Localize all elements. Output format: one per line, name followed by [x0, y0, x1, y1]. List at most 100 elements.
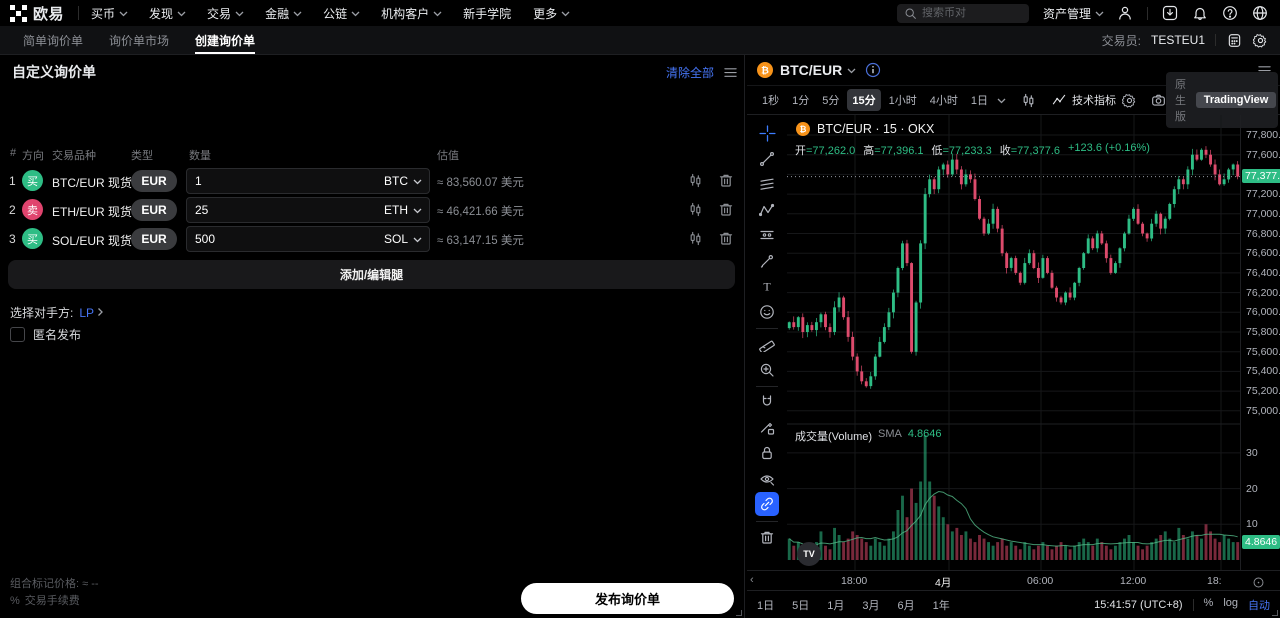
- nav-item-交易[interactable]: 交易: [207, 5, 244, 22]
- magnet-icon[interactable]: [755, 390, 779, 414]
- delete-leg-icon[interactable]: [718, 230, 734, 246]
- brush-icon[interactable]: [755, 249, 779, 273]
- resize-handle[interactable]: [1272, 610, 1278, 616]
- pair-selector[interactable]: BTC/EUR 现货›: [52, 174, 141, 191]
- nav-item-公链[interactable]: 公链: [323, 5, 360, 22]
- trend-line-icon[interactable]: [755, 147, 779, 171]
- add-edit-legs-button[interactable]: 添加/编辑腿: [8, 260, 735, 289]
- open-chart-icon[interactable]: [687, 201, 703, 217]
- bell-icon[interactable]: [1192, 5, 1208, 21]
- unit-selector[interactable]: SOL: [384, 232, 422, 246]
- layout-menu-icon[interactable]: [722, 64, 738, 80]
- type-pill[interactable]: EUR: [131, 199, 177, 221]
- indicator-settings-icon[interactable]: [1122, 91, 1137, 109]
- timeframe-1小时[interactable]: 1小时: [888, 95, 917, 107]
- search-box[interactable]: [896, 3, 1029, 23]
- globe-icon[interactable]: [1252, 5, 1268, 21]
- range-3月[interactable]: 3月: [862, 599, 880, 612]
- nav-item-更多[interactable]: 更多: [533, 5, 570, 22]
- assets-menu[interactable]: 资产管理: [1043, 5, 1104, 22]
- scale-%[interactable]: %: [1203, 596, 1214, 609]
- link-icon[interactable]: [755, 492, 779, 516]
- timeframe-1日[interactable]: 1日: [970, 95, 988, 107]
- counterparty-label: 选择对手方:: [10, 306, 74, 320]
- nav-item-新手学院[interactable]: 新手学院: [463, 5, 511, 22]
- range-1日[interactable]: 1日: [757, 599, 775, 612]
- help-icon[interactable]: [1222, 5, 1238, 21]
- open-chart-icon[interactable]: [687, 230, 703, 246]
- emoji-icon[interactable]: [755, 300, 779, 324]
- unit-selector[interactable]: ETH: [384, 203, 422, 217]
- lock-icon[interactable]: [755, 441, 779, 465]
- time-axis[interactable]: ‹ 18:00 4月 06:00 12:00 18:: [747, 570, 1280, 590]
- clock[interactable]: 15:41:57 (UTC+8): [1094, 598, 1183, 611]
- unit-selector[interactable]: BTC: [384, 174, 422, 188]
- timeframe-1分[interactable]: 1分: [792, 95, 810, 107]
- pair-selector[interactable]: SOL/EUR 现货›: [52, 232, 141, 249]
- scale-自动[interactable]: 自动: [1248, 599, 1270, 612]
- range-1年[interactable]: 1年: [932, 599, 950, 612]
- tradingview-logo[interactable]: TV: [797, 542, 821, 566]
- timeframe-4小时[interactable]: 4小时: [929, 95, 958, 107]
- goto-realtime-icon[interactable]: [1250, 574, 1266, 590]
- zoom-in-icon[interactable]: [755, 358, 779, 382]
- tab-简单询价单[interactable]: 简单询价单: [23, 33, 84, 48]
- chart-canvas[interactable]: [787, 115, 1240, 570]
- anonymous-row: 匿名发布: [10, 326, 81, 343]
- candle-type-icon[interactable]: [1021, 91, 1036, 109]
- anonymous-checkbox[interactable]: [10, 327, 25, 342]
- hide-icon[interactable]: [755, 467, 779, 491]
- timeframe-15分[interactable]: 15分: [847, 89, 881, 111]
- chevron-left-icon[interactable]: ‹: [750, 574, 754, 586]
- text-tool-icon[interactable]: T: [755, 274, 779, 298]
- pair-selector[interactable]: ETH/EUR 现货›: [52, 203, 141, 220]
- type-pill[interactable]: EUR: [131, 228, 177, 250]
- price-axis[interactable]: 77,800.077,600.077,400.077,200.077,000.0…: [1240, 115, 1280, 570]
- amount-input[interactable]: [195, 232, 384, 246]
- nav-item-金融[interactable]: 金融: [265, 5, 302, 22]
- info-icon[interactable]: [865, 62, 881, 78]
- crosshair-icon[interactable]: [755, 121, 779, 145]
- timeframe-5分[interactable]: 5分: [822, 95, 840, 107]
- col-pair: 交易品种: [52, 150, 96, 162]
- timeframe-1秒[interactable]: 1秒: [762, 95, 780, 107]
- publish-rfq-button[interactable]: 发布询价单: [521, 583, 734, 614]
- tab-询价单市场[interactable]: 询价单市场: [109, 33, 170, 48]
- search-input[interactable]: [921, 7, 1022, 19]
- download-icon[interactable]: [1162, 5, 1178, 21]
- xabcd-pattern-icon[interactable]: [755, 198, 779, 222]
- type-pill[interactable]: EUR: [131, 170, 177, 192]
- parallel-lines-icon[interactable]: [755, 172, 779, 196]
- counterparty-link[interactable]: LP: [79, 306, 104, 320]
- clear-all-link[interactable]: 清除全部: [665, 65, 714, 80]
- delete-leg-icon[interactable]: [718, 201, 734, 217]
- chevron-down-icon[interactable]: [847, 68, 856, 73]
- user-icon[interactable]: [1117, 5, 1133, 21]
- chevron-down-icon[interactable]: [997, 98, 1006, 103]
- position-tool-icon[interactable]: [755, 223, 779, 247]
- range-1月[interactable]: 1月: [827, 599, 845, 612]
- okx-logo[interactable]: 欧易: [0, 3, 64, 24]
- range-5日[interactable]: 5日: [792, 599, 810, 612]
- scale-log[interactable]: log: [1223, 596, 1238, 609]
- resize-handle[interactable]: [736, 610, 742, 616]
- nav-item-买币[interactable]: 买币: [91, 5, 128, 22]
- nav-item-机构客户[interactable]: 机构客户: [381, 5, 442, 22]
- amount-input[interactable]: [195, 174, 384, 188]
- camera-icon[interactable]: [1151, 91, 1166, 109]
- indicators-button[interactable]: 技术指标: [1050, 91, 1116, 109]
- calculator-icon[interactable]: [1226, 32, 1242, 48]
- trash-icon[interactable]: [755, 525, 779, 549]
- nav-item-发现[interactable]: 发现: [149, 5, 186, 22]
- ruler-icon[interactable]: [755, 332, 779, 356]
- range-6月[interactable]: 6月: [897, 599, 915, 612]
- delete-leg-icon[interactable]: [718, 172, 734, 188]
- settings-gear-icon[interactable]: [1252, 32, 1268, 48]
- fee-line[interactable]: % 交易手续费: [10, 593, 99, 610]
- native-version-tab[interactable]: 原生版: [1175, 79, 1186, 123]
- tradingview-tab[interactable]: TradingView: [1195, 92, 1277, 108]
- tab-创建询价单[interactable]: 创建询价单: [182, 26, 268, 54]
- draw-mode-icon[interactable]: [755, 416, 779, 440]
- amount-input[interactable]: [195, 203, 384, 217]
- open-chart-icon[interactable]: [687, 172, 703, 188]
